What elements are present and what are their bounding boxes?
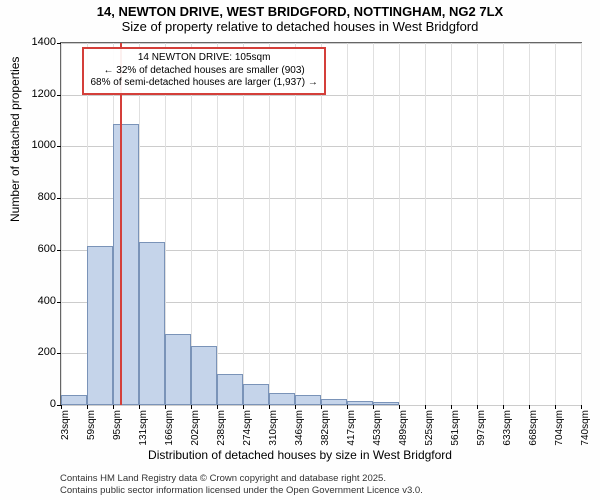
x-tick-label: 740sqm [580,410,591,450]
histogram-bar [217,374,243,405]
x-tick-label: 525sqm [424,410,435,450]
histogram-bar [373,402,399,405]
y-tick-label: 600 [38,243,56,255]
x-tick-label: 453sqm [372,410,383,450]
x-tick-label: 202sqm [190,410,201,450]
histogram-bar [191,346,217,405]
x-tick-label: 489sqm [398,410,409,450]
plot-area: 14 NEWTON DRIVE: 105sqm ← 32% of detache… [60,42,582,406]
y-tick-label: 0 [50,398,56,410]
x-tick-label: 382sqm [320,410,331,450]
x-tick-label: 633sqm [502,410,513,450]
chart-container: 14, NEWTON DRIVE, WEST BRIDGFORD, NOTTIN… [0,0,600,500]
y-tick-label: 800 [38,191,56,203]
histogram-bar [87,246,113,405]
x-tick-label: 59sqm [86,410,97,450]
y-tick-label: 1200 [32,88,56,100]
x-tick-label: 417sqm [346,410,357,450]
x-tick-label: 131sqm [138,410,149,450]
chart-title-sub: Size of property relative to detached ho… [0,19,600,36]
y-tick-label: 400 [38,295,56,307]
annotation-box: 14 NEWTON DRIVE: 105sqm ← 32% of detache… [82,47,325,95]
annotation-line-1: 14 NEWTON DRIVE: 105sqm [90,52,317,65]
x-tick-label: 310sqm [268,410,279,450]
x-tick-label: 346sqm [294,410,305,450]
annotation-line-3: 68% of semi-detached houses are larger (… [90,77,317,90]
histogram-bar [269,393,295,405]
annotation-line-2: ← 32% of detached houses are smaller (90… [90,65,317,78]
y-tick-label: 1000 [32,139,56,151]
histogram-bar [321,399,347,405]
histogram-bar [61,395,87,405]
histogram-bar [139,242,165,405]
x-tick-label: 95sqm [112,410,123,450]
x-tick-label: 704sqm [554,410,565,450]
x-tick-label: 274sqm [242,410,253,450]
histogram-bar [295,395,321,405]
x-tick-label: 561sqm [450,410,461,450]
x-tick-label: 238sqm [216,410,227,450]
histogram-bar [347,401,373,405]
x-axis-label: Distribution of detached houses by size … [0,448,600,462]
histogram-bar [243,384,269,405]
footer-attribution: Contains HM Land Registry data © Crown c… [60,473,423,497]
histogram-bar [165,334,191,405]
histogram-bar [113,124,139,405]
chart-title-main: 14, NEWTON DRIVE, WEST BRIDGFORD, NOTTIN… [0,0,600,19]
footer-line-2: Contains public sector information licen… [60,485,423,497]
x-tick-label: 166sqm [164,410,175,450]
y-tick-label: 1400 [32,36,56,48]
y-tick-label: 200 [38,346,56,358]
x-tick-label: 23sqm [60,410,71,450]
x-tick-label: 597sqm [476,410,487,450]
footer-line-1: Contains HM Land Registry data © Crown c… [60,473,423,485]
y-axis-label: Number of detached properties [8,57,22,222]
x-tick-label: 668sqm [528,410,539,450]
